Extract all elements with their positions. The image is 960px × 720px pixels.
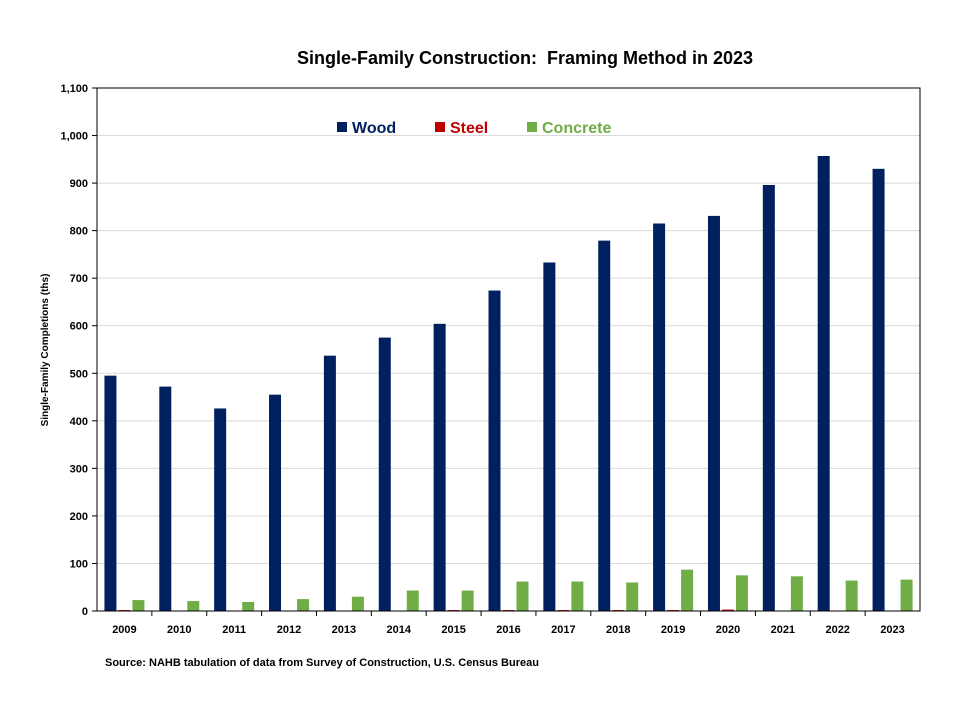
y-axis-ticks: 0 100 200 300 400 500 600 700 800 900 1,000 1,100 [60,83,97,618]
x-tick-label: 2009 [112,624,136,636]
bar-concrete-2010 [187,601,200,611]
bar-wood-2020 [707,215,720,611]
bar-wood-2021 [762,184,775,611]
bar-wood-2022 [817,155,830,612]
y-axis-label: Single-Family Completions (ths) [40,274,51,427]
bar-wood-2014 [378,337,391,611]
y-tick-label: 1,000 [60,131,88,143]
x-tick-label: 2022 [825,624,849,636]
x-tick-label: 2018 [606,624,630,636]
legend-label-concrete: Concrete [542,120,611,137]
y-tick-label: 300 [70,463,88,475]
source-note: Source: NAHB tabulation of data from Sur… [105,657,539,669]
bar-concrete-2011 [242,601,255,611]
y-tick-label: 0 [82,606,88,618]
plot-frame [96,87,921,612]
bars [104,155,913,612]
bar-wood-2010 [159,386,172,611]
bar-wood-2017 [543,262,556,611]
y-tick-label: 800 [70,226,88,238]
bar-steel-2020 [721,609,734,611]
bar-concrete-2016 [516,581,529,611]
bar-wood-2013 [323,355,336,611]
bar-wood-2012 [269,394,282,611]
bar-concrete-2021 [790,576,803,611]
x-tick-label: 2019 [661,624,685,636]
y-tick-label: 700 [70,273,88,285]
bar-concrete-2018 [626,582,639,611]
bar-wood-2023 [872,168,885,611]
y-tick-label: 900 [70,178,88,190]
y-tick-label: 1,100 [60,83,88,95]
bar-concrete-2009 [132,600,145,611]
legend-swatch-concrete [527,122,537,132]
x-tick-label: 2021 [771,624,795,636]
x-tick-label: 2011 [222,624,246,636]
bar-concrete-2013 [351,596,364,611]
y-tick-label: 100 [70,558,88,570]
y-tick-label: 400 [70,416,88,428]
bar-wood-2016 [488,290,501,611]
y-tick-label: 500 [70,368,88,380]
x-tick-label: 2017 [551,624,575,636]
x-tick-label: 2010 [167,624,191,636]
x-tick-label: 2020 [716,624,740,636]
chart-title: Single-Family Construction: Framing Meth… [296,48,754,68]
x-tick-label: 2012 [277,624,301,636]
bar-wood-2018 [598,240,611,611]
y-tick-label: 600 [70,321,88,333]
x-tick-label: 2016 [496,624,520,636]
x-axis-ticks: 2009 2010 2011 2012 2013 2014 2015 2016 2017 2018… [112,611,905,636]
bar-wood-2009 [104,375,117,611]
legend-label-wood: Wood [352,120,396,137]
bar-concrete-2014 [406,590,419,611]
x-tick-label: 2023 [880,624,904,636]
bar-concrete-2017 [571,581,584,611]
y-tick-label: 200 [70,511,88,523]
x-tick-label: 2015 [441,624,465,636]
legend-swatch-wood [337,122,347,132]
x-tick-label: 2014 [387,624,412,636]
legend-label-steel: Steel [450,120,488,137]
bar-concrete-2012 [297,599,310,611]
legend-swatch-steel [435,122,445,132]
x-tick-label: 2013 [332,624,356,636]
bar-concrete-2023 [900,579,913,611]
legend: Wood Steel Concrete [337,120,611,137]
bar-concrete-2020 [735,575,748,611]
bar-wood-2015 [433,323,446,611]
bar-wood-2011 [214,408,227,611]
gridlines [97,135,920,564]
bar-concrete-2022 [845,580,858,611]
bar-wood-2019 [653,223,666,611]
bar-concrete-2019 [681,569,694,611]
bar-concrete-2015 [461,590,474,611]
